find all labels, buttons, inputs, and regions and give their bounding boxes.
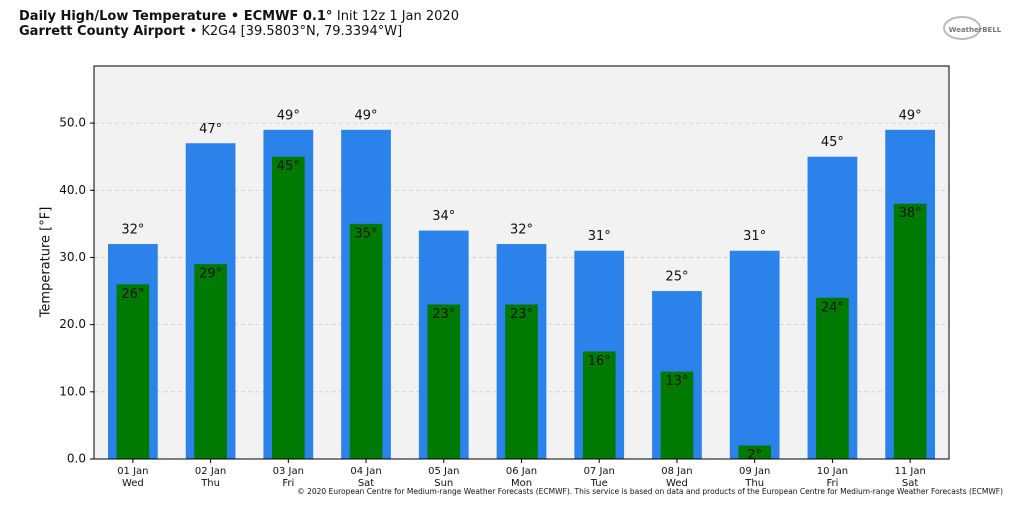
value-label: 32°	[121, 223, 144, 238]
value-label: 38°	[899, 206, 922, 221]
title-main: Daily High/Low Temperature • ECMWF 0.1°	[19, 9, 332, 24]
value-label: 49°	[355, 108, 378, 123]
x-tick-day: Fri	[282, 478, 294, 489]
value-label: 45°	[821, 135, 844, 150]
value-label: 16°	[588, 354, 611, 369]
x-tick-label: 07 Jan	[584, 466, 615, 477]
value-label: 25°	[665, 270, 688, 285]
x-tick-day: Fri	[826, 478, 838, 489]
low-bar	[271, 156, 305, 459]
low-bar	[427, 304, 461, 459]
x-tick-day: Sun	[434, 478, 453, 489]
location: Garrett County Airport	[19, 24, 185, 39]
value-label: 32°	[510, 223, 533, 238]
y-tick-label: 40.0	[59, 183, 86, 197]
y-tick-label: 0.0	[67, 452, 86, 466]
x-tick-day: Tue	[590, 478, 608, 489]
value-label: 26°	[121, 287, 144, 302]
value-label: 31°	[743, 229, 766, 244]
y-tick-label: 20.0	[59, 317, 86, 331]
low-bar	[116, 284, 150, 459]
y-tick-label: 10.0	[59, 384, 86, 398]
low-bar	[738, 445, 772, 459]
y-tick-label: 30.0	[59, 250, 86, 264]
low-bar	[582, 351, 616, 459]
y-axis-label: Temperature [°F]	[39, 207, 54, 319]
x-tick-label: 01 Jan	[117, 466, 148, 477]
x-tick-label: 04 Jan	[350, 466, 381, 477]
value-label: 29°	[199, 267, 222, 282]
low-bar	[349, 223, 383, 459]
value-label: 35°	[355, 226, 378, 241]
value-label: 49°	[277, 108, 300, 123]
chart-subtitle: Garrett County Airport • K2G4 [39.5803°N…	[19, 24, 402, 39]
value-label: 24°	[821, 300, 844, 315]
x-tick-day: Wed	[666, 478, 688, 489]
y-tick-label: 50.0	[59, 116, 86, 130]
x-tick-label: 05 Jan	[428, 466, 459, 477]
x-tick-day: Sat	[358, 478, 374, 489]
value-label: 45°	[277, 159, 300, 174]
station: • K2G4 [39.5803°N, 79.3394°W]	[190, 24, 403, 39]
init-time: Init 12z 1 Jan 2020	[337, 9, 459, 24]
low-bar	[194, 264, 227, 459]
value-label: 31°	[588, 229, 611, 244]
x-tick-label: 10 Jan	[817, 466, 848, 477]
x-tick-day: Wed	[122, 478, 144, 489]
value-label: 49°	[899, 108, 922, 123]
value-label: 47°	[199, 122, 222, 137]
x-tick-label: 06 Jan	[506, 466, 537, 477]
x-tick-day: Thu	[744, 478, 764, 489]
logo: WeatherBELL	[949, 26, 1002, 34]
x-tick-label: 09 Jan	[739, 466, 770, 477]
chart-title: Daily High/Low Temperature • ECMWF 0.1° …	[19, 9, 459, 24]
value-label: 23°	[432, 307, 455, 322]
x-tick-label: 11 Jan	[894, 466, 925, 477]
credit: © 2020 European Centre for Medium-range …	[297, 487, 1003, 496]
x-tick-label: 02 Jan	[195, 466, 226, 477]
value-label: 13°	[665, 374, 688, 389]
x-tick-day: Sat	[902, 478, 918, 489]
value-label: 34°	[432, 209, 455, 224]
x-tick-label: 08 Jan	[661, 466, 692, 477]
low-bar	[660, 371, 694, 459]
plot-frame	[93, 65, 950, 460]
x-tick-day: Mon	[511, 478, 532, 489]
low-bar	[505, 304, 538, 459]
logo-swirl	[943, 16, 981, 40]
value-label: 23°	[510, 307, 533, 322]
low-bar	[816, 297, 849, 459]
x-tick-label: 03 Jan	[273, 466, 304, 477]
high-bar	[729, 250, 780, 459]
low-bar	[893, 203, 927, 459]
x-tick-day: Thu	[200, 478, 220, 489]
